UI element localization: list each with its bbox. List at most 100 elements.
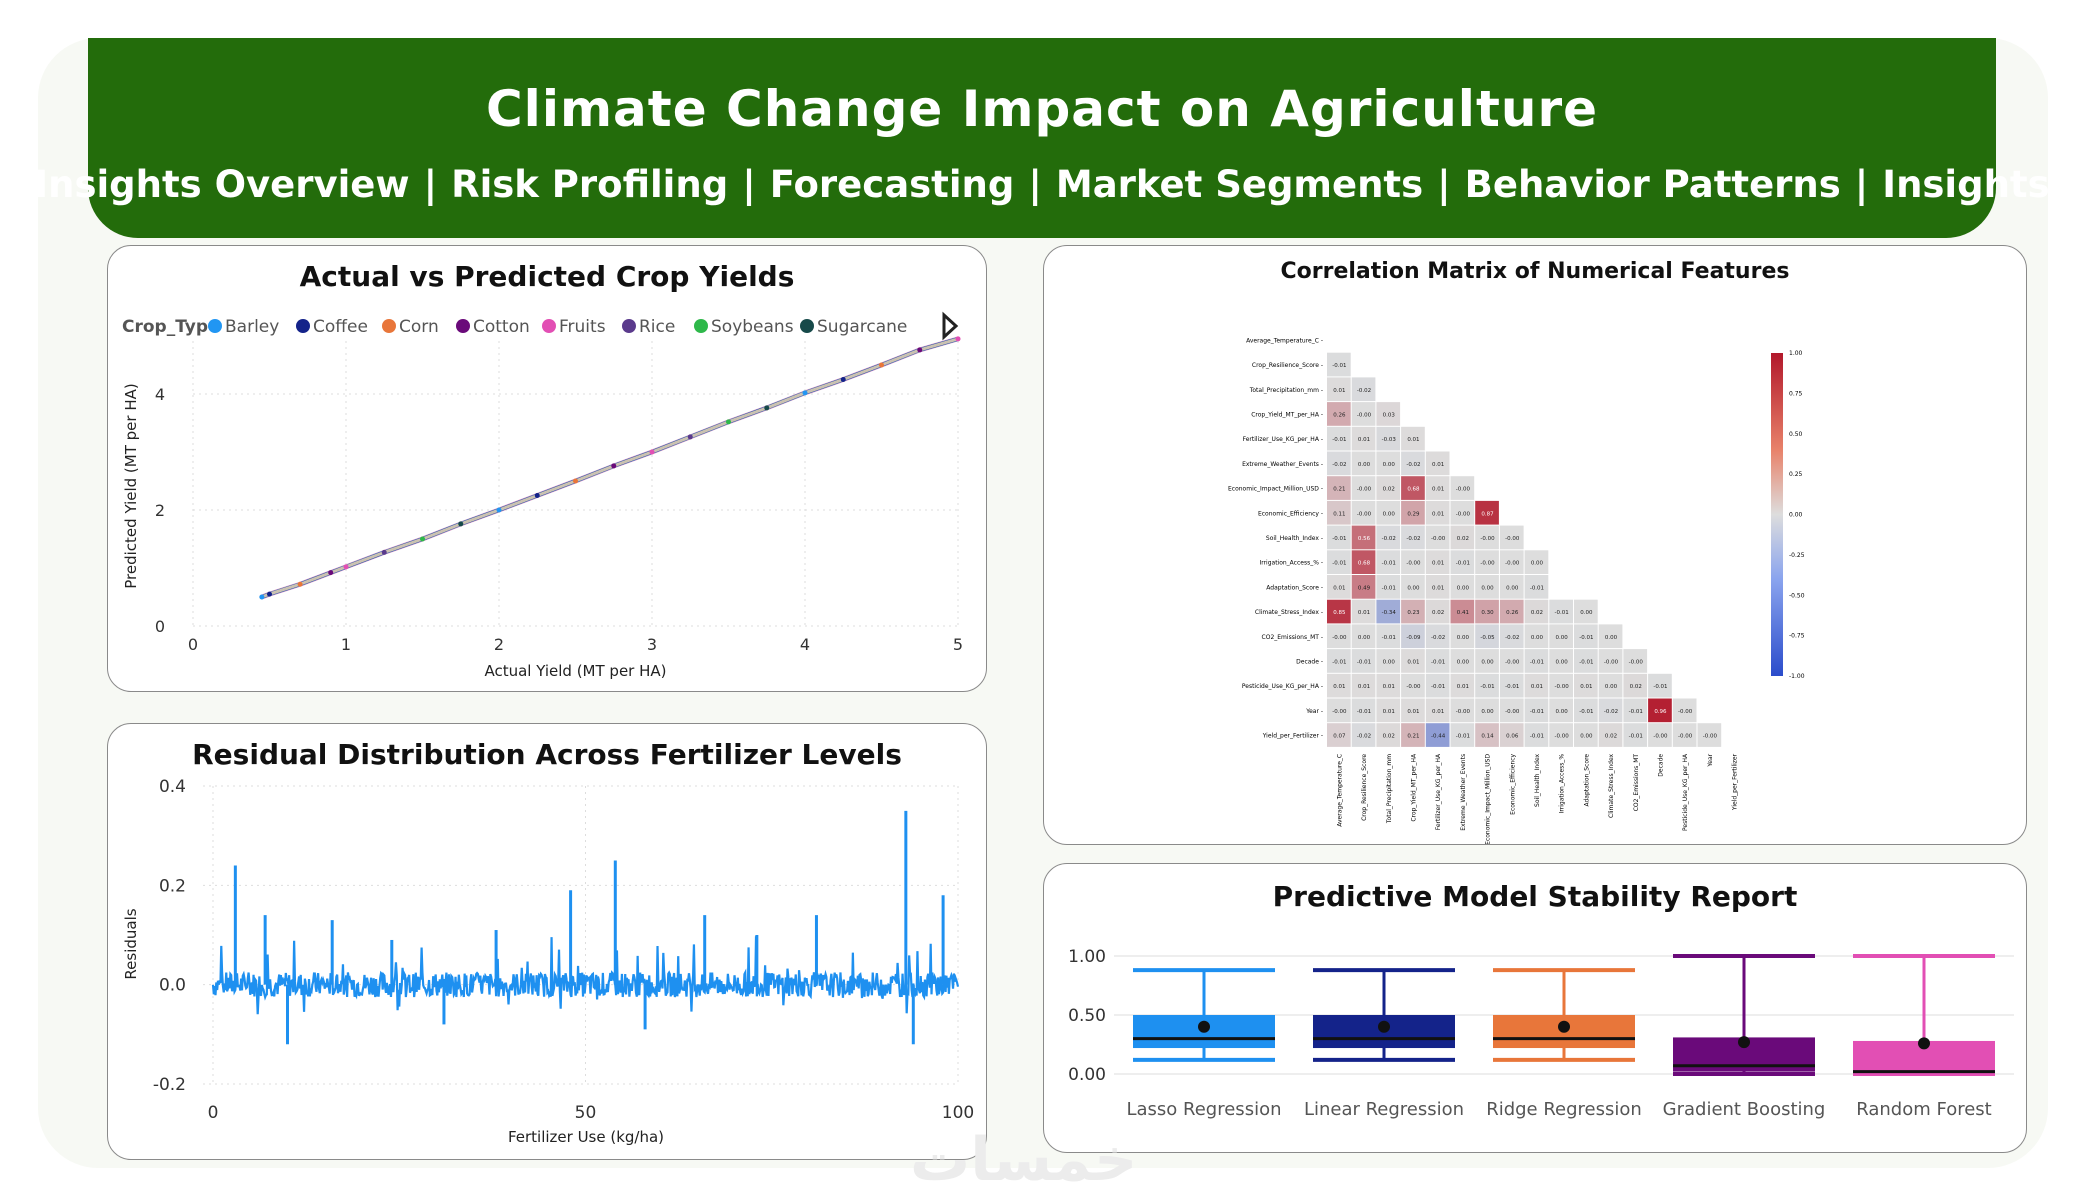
- corr-cell: [1401, 698, 1425, 723]
- y-tick-label: 0.50: [1068, 1006, 1106, 1026]
- corr-value: 0.01: [1407, 709, 1419, 715]
- corr-cell: [1499, 723, 1524, 747]
- corr-value: -0.01: [1530, 709, 1544, 715]
- corr-value: 0.06: [1506, 734, 1519, 740]
- corr-cell: [1327, 352, 1351, 377]
- corr-value: 0.00: [1605, 635, 1618, 641]
- corr-cell: [1574, 698, 1598, 723]
- corr-value: -0.01: [1555, 610, 1569, 616]
- corr-value: 0.00: [1383, 462, 1396, 468]
- corr-value: -0.00: [1332, 709, 1347, 715]
- y-tick-label: 4: [155, 385, 165, 404]
- corr-cell: [1351, 377, 1376, 402]
- col-label: Total_Precipitation_mm: [1386, 754, 1393, 824]
- corr-cell: [1697, 723, 1722, 747]
- corr-value: -0.01: [1357, 709, 1371, 715]
- corr-value: -0.01: [1653, 684, 1667, 690]
- corr-value: 0.14: [1481, 734, 1494, 740]
- corr-cell: [1623, 723, 1648, 747]
- corr-value: 0.01: [1358, 684, 1370, 690]
- corr-value: -0.01: [1431, 684, 1445, 690]
- corr-value: 0.49: [1358, 585, 1371, 591]
- corr-cell: [1475, 723, 1499, 747]
- corr-cell: [1376, 550, 1401, 574]
- corr-cell: [1401, 426, 1425, 451]
- corr-cell: [1623, 698, 1648, 723]
- corr-value: 0.01: [1432, 487, 1444, 493]
- tab-behavior-patterns[interactable]: Behavior Patterns: [1464, 163, 1841, 206]
- corr-cell: [1450, 723, 1475, 747]
- scatter-point: [802, 390, 808, 396]
- corr-value: 0.00: [1358, 635, 1371, 641]
- corr-value: 0.07: [1333, 734, 1346, 740]
- corr-value: -0.01: [1332, 659, 1346, 665]
- corr-value: 0.30: [1481, 610, 1494, 616]
- scatter-point: [649, 449, 655, 455]
- row-label: Total_Precipitation_mm -: [1249, 387, 1323, 394]
- corr-value: -0.01: [1431, 659, 1445, 665]
- corr-value: -0.00: [1406, 561, 1421, 567]
- corr-cell: [1376, 426, 1401, 451]
- scatter-point: [917, 347, 923, 353]
- legend-marker: [456, 319, 470, 333]
- corr-cell: [1648, 723, 1672, 747]
- corr-cell: [1376, 599, 1401, 624]
- tab-insights-overview[interactable]: Insights Overview: [34, 163, 410, 206]
- scatter-point: [328, 570, 334, 576]
- col-label: Crop_Resilience_Score: [1361, 754, 1368, 821]
- corr-value: 0.02: [1457, 536, 1469, 542]
- tab-risk-profiling[interactable]: Risk Profiling: [451, 163, 729, 206]
- corr-value: -0.01: [1579, 659, 1593, 665]
- corr-value: 0.00: [1383, 511, 1396, 517]
- corr-value: -0.02: [1406, 462, 1420, 468]
- scatter-point: [879, 362, 884, 368]
- corr-value: 0.26: [1333, 412, 1346, 418]
- corr-cell: [1401, 575, 1425, 599]
- corr-value: -0.09: [1406, 635, 1421, 641]
- legend-label: Cotton: [473, 317, 530, 337]
- corr-cell: [1499, 525, 1524, 550]
- scatter-point: [726, 419, 731, 425]
- corr-cell: [1549, 624, 1573, 649]
- corr-cell: [1425, 723, 1450, 747]
- corr-cell: [1425, 624, 1450, 649]
- scatter-point: [573, 478, 578, 484]
- corr-cell: [1425, 550, 1450, 574]
- row-label: Soil_Health_Index -: [1266, 535, 1323, 542]
- legend-marker: [800, 319, 814, 333]
- corr-value: 0.00: [1358, 462, 1371, 468]
- colorbar-tick: 1.00: [1789, 350, 1803, 357]
- corr-value: 0.00: [1383, 659, 1396, 665]
- corr-value: 0.23: [1407, 610, 1420, 616]
- corr-value: 0.01: [1457, 684, 1469, 690]
- stability-boxplot: Predictive Model Stability Report 0.00 0.…: [1068, 880, 2014, 1120]
- corr-cell: [1327, 723, 1351, 747]
- x-tick-label: 5: [953, 635, 963, 654]
- dashboard-header: Climate Change Impact on Agriculture Ins…: [34, 38, 2050, 238]
- legend-next-icon[interactable]: [942, 311, 959, 341]
- tab-forecasting[interactable]: Forecasting: [769, 163, 1015, 206]
- corr-value: 0.85: [1333, 610, 1346, 616]
- corr-cell: [1450, 649, 1475, 673]
- nav-separator: |: [423, 163, 438, 206]
- corr-value: 0.68: [1407, 487, 1420, 493]
- corr-cell: [1524, 550, 1549, 574]
- corr-value: 0.01: [1333, 388, 1345, 394]
- corr-value: -0.00: [1456, 709, 1471, 715]
- col-label: Pesticide_Use_KG_per_HA: [1682, 753, 1689, 831]
- corr-value: -0.01: [1530, 734, 1544, 740]
- corr-cell: [1401, 723, 1425, 747]
- corr-value: 0.01: [1407, 659, 1419, 665]
- x-tick-label: Lasso Regression: [1126, 1099, 1281, 1120]
- scatter-point: [297, 581, 303, 587]
- scatter-point: [687, 434, 693, 440]
- tab-market-segments[interactable]: Market Segments: [1055, 163, 1424, 206]
- corr-value: -0.02: [1357, 388, 1371, 394]
- corr-value: -0.01: [1456, 734, 1470, 740]
- corr-cell: [1376, 451, 1401, 476]
- scatter-point: [496, 507, 502, 513]
- tab-insights[interactable]: Insights: [1882, 163, 2050, 206]
- corr-value: 0.00: [1407, 585, 1420, 591]
- corr-cell: [1450, 525, 1475, 550]
- y-tick-label: 0.2: [159, 876, 186, 896]
